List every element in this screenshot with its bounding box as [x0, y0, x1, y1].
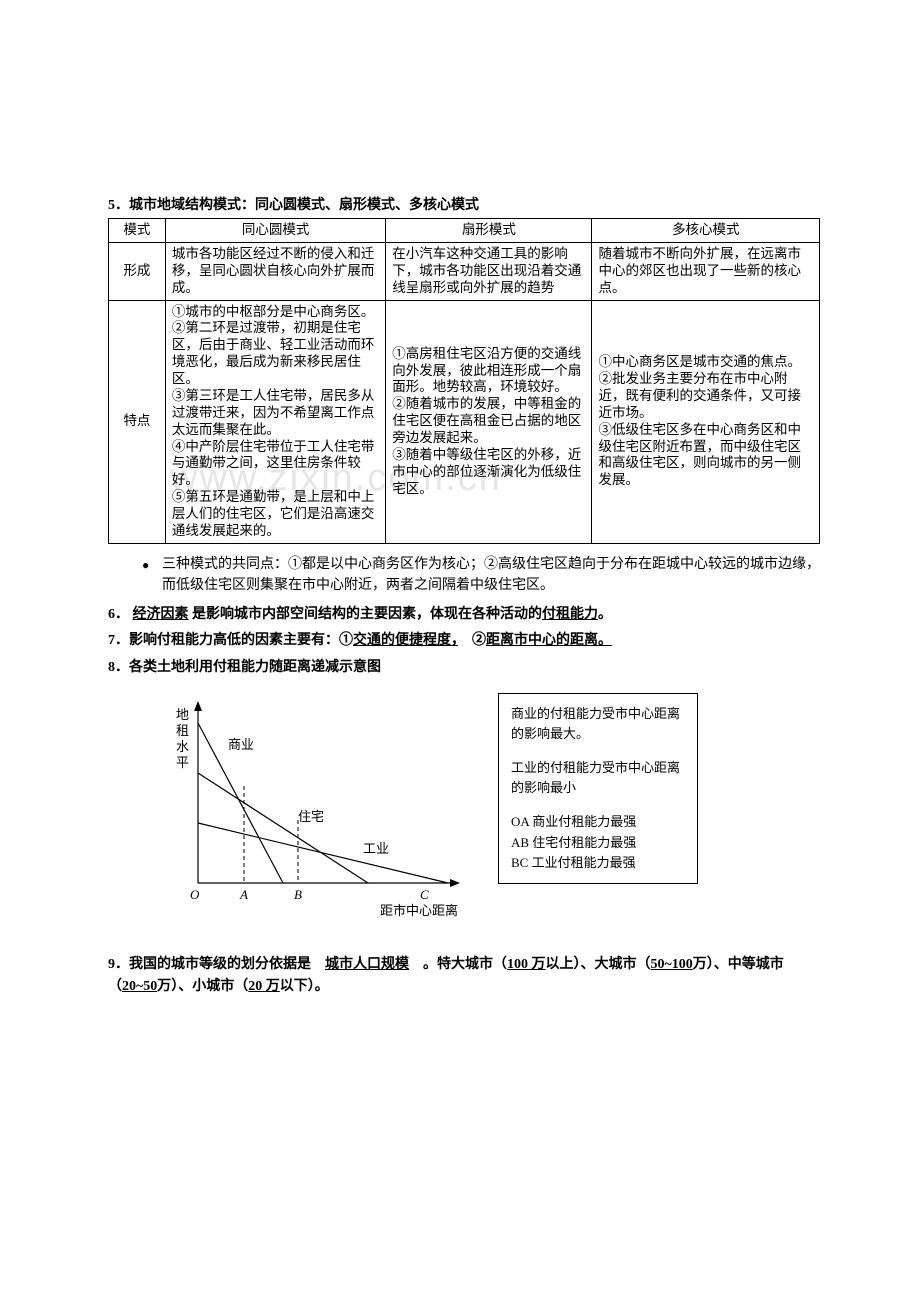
p9-m2: 以上）、大城市（	[546, 957, 651, 972]
p9-u4: 20~50	[122, 979, 157, 994]
tick-A: A	[239, 887, 248, 902]
para-7: 7．影响付租能力高低的因素主要有：①交通的便捷程度， ②距离市中心的距离。	[108, 630, 820, 652]
p9-m4: 万）、小城市（	[157, 979, 248, 994]
table-row: 模式 同心圆模式 扇形模式 多核心模式	[109, 219, 820, 243]
heading-5: 5．城市地域结构模式：同心圆模式、扇形模式、多核心模式	[108, 195, 820, 216]
cell-0-2: 随着城市不断向外扩展，在远离市中心的郊区也出现了一些新的核心点。	[592, 242, 820, 300]
p9-pre: 9．我国的城市等级的划分依据是	[108, 957, 325, 972]
y-label-2: 水	[176, 739, 189, 754]
para-8: 8．各类土地利用付租能力随距离递减示意图	[108, 657, 820, 679]
para6-mid: 是影响城市内部空间结构的主要因素，体现在各种活动的	[189, 607, 543, 622]
bullet-icon: ●	[142, 556, 149, 574]
para6-post: 。	[598, 607, 612, 622]
p9-u3: 50~100	[651, 957, 693, 972]
chart-svg: 地 租 水 平 商业 住宅 工业 O A B C	[148, 693, 468, 923]
table-row: 形成 城市各功能区经过不断的侵入和迁移，呈同心圆状自核心向外扩展而成。 在小汽车…	[109, 242, 820, 300]
y-label-0: 地	[176, 707, 189, 722]
y-label-1: 租	[176, 723, 189, 738]
label-industrial: 工业	[363, 841, 389, 856]
para6-u1: 经济因素	[133, 607, 189, 622]
para6-pre: 6．	[108, 607, 133, 622]
para-9: 9．我国的城市等级的划分依据是 城市人口规模 。特大城市（100 万以上）、大城…	[108, 954, 820, 999]
models-table: 模式 同心圆模式 扇形模式 多核心模式 形成 城市各功能区经过不断的侵入和迁移，…	[108, 218, 820, 544]
side-p1: 商业的付租能力受市中心距离的影响最大。	[511, 704, 685, 744]
table-header-3: 多核心模式	[592, 219, 820, 243]
p9-m1: 。特大城市（	[409, 957, 507, 972]
line-industrial	[198, 823, 448, 883]
p9-u2: 100 万	[507, 957, 546, 972]
p9-u5: 20 万	[248, 979, 280, 994]
figure-row: 地 租 水 平 商业 住宅 工业 O A B C	[148, 693, 820, 930]
side-explain-box: 商业的付租能力受市中心距离的影响最大。 工业的付租能力受市中心距离的影响最小 O…	[498, 693, 698, 884]
row-label-1: 特点	[109, 300, 166, 543]
cell-0-1: 在小汽车这种交通工具的影响下，城市各功能区出现沿着交通线呈扇形或向外扩展的趋势	[386, 242, 592, 300]
para6-u2: 付租能力	[542, 607, 598, 622]
para7-u1: 交通的便捷程度，	[353, 633, 458, 648]
rent-chart: 地 租 水 平 商业 住宅 工业 O A B C	[148, 693, 468, 930]
cell-1-2: ①中心商务区是城市交通的焦点。 ②批发业务主要分布在市中心附近，既有便利的交通条…	[592, 300, 820, 543]
p9-u1: 城市人口规模	[325, 957, 409, 972]
bullet-text: 三种模式的共同点：①都是以中心商务区作为核心；②高级住宅区趋向于分布在距城中心较…	[162, 557, 820, 593]
tick-B: B	[294, 887, 302, 902]
line-residential	[198, 773, 368, 883]
row-label-0: 形成	[109, 242, 166, 300]
para7-mid: ②	[458, 633, 486, 648]
cell-1-1: ①高房租住宅区沿方便的交通线向外发展，彼此相连形成一个扇面形。地势较高，环境较好…	[386, 300, 592, 543]
x-label: 距市中心距离	[380, 903, 458, 918]
y-label-3: 平	[176, 755, 189, 770]
table-row: 特点 ①城市的中枢部分是中心商务区。 ②第二环是过渡带，初期是住宅区，后由于商业…	[109, 300, 820, 543]
table-header-2: 扇形模式	[386, 219, 592, 243]
tick-O: O	[190, 887, 200, 902]
common-points-bullet: ● 三种模式的共同点：①都是以中心商务区作为核心；②高级住宅区趋向于分布在距城中…	[142, 554, 820, 596]
table-header-0: 模式	[109, 219, 166, 243]
cell-0-0: 城市各功能区经过不断的侵入和迁移，呈同心圆状自核心向外扩展而成。	[165, 242, 385, 300]
label-commercial: 商业	[228, 737, 254, 752]
label-residential: 住宅	[298, 809, 324, 824]
para7-u2: 距离市中心的距离。	[486, 633, 612, 648]
tick-C: C	[420, 887, 429, 902]
side-p3: OA 商业付租能力最强 AB 住宅付租能力最强 BC 工业付租能力最强	[511, 812, 685, 872]
table-header-1: 同心圆模式	[165, 219, 385, 243]
cell-1-0: ①城市的中枢部分是中心商务区。 ②第二环是过渡带，初期是住宅区，后由于商业、轻工…	[165, 300, 385, 543]
para7-pre: 7．影响付租能力高低的因素主要有：①	[108, 633, 353, 648]
p9-post: 以下）。	[280, 979, 329, 994]
para-6: 6． 经济因素 是影响城市内部空间结构的主要因素，体现在各种活动的付租能力。	[108, 604, 820, 626]
side-p2: 工业的付租能力受市中心距离的影响最小	[511, 758, 685, 798]
